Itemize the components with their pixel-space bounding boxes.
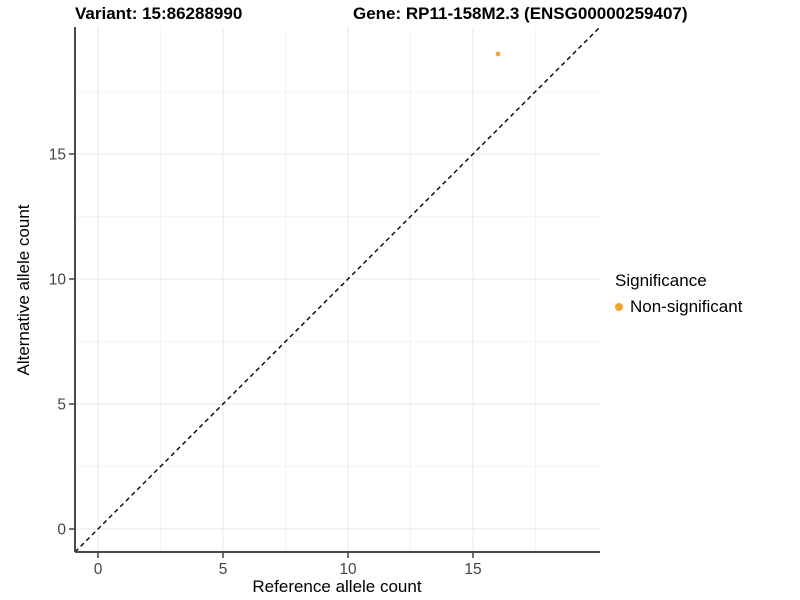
y-axis-tick-label: 10 (49, 272, 67, 289)
legend-point-icon (615, 303, 623, 311)
x-axis-tick-label: 15 (464, 561, 481, 578)
legend-title: Significance (615, 271, 707, 290)
identity-line (74, 26, 601, 553)
plot-panel: 0 5 10 15 0 5 10 15 (49, 26, 601, 578)
legend-item-label: Non-significant (630, 297, 743, 316)
x-axis-tick-label: 5 (219, 561, 228, 578)
legend-item-non-significant: Non-significant (615, 297, 742, 317)
x-axis-title: Reference allele count (252, 577, 422, 596)
plot-title-gene: Gene: RP11-158M2.3 (ENSG00000259407) (353, 4, 688, 23)
y-axis-tick-label: 0 (57, 522, 66, 539)
x-axis-tick-label: 10 (339, 561, 357, 578)
legend: Significance Non-significant (615, 271, 742, 317)
y-axis-title: Alternative allele count (14, 204, 33, 376)
x-axis-tick-label: 0 (94, 561, 103, 578)
data-point (495, 51, 501, 57)
y-axis-tick-label: 5 (57, 397, 66, 414)
y-axis-tick-label: 15 (49, 147, 66, 164)
plot-title-variant: Variant: 15:86288990 (75, 4, 243, 23)
